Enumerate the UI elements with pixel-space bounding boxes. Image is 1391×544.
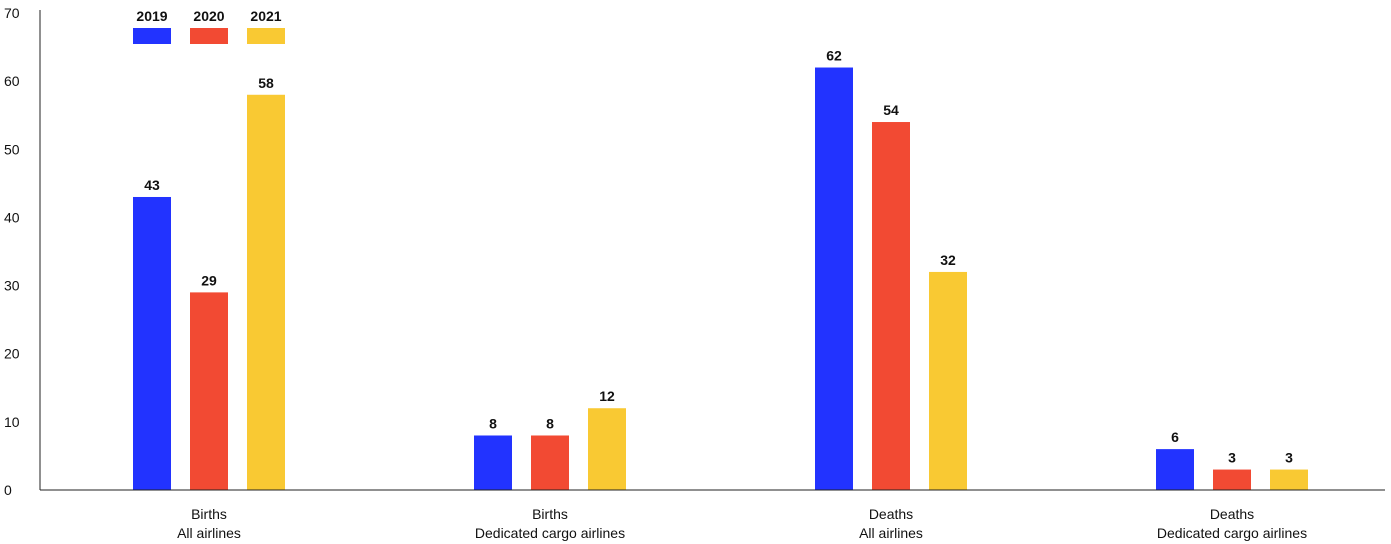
data-label: 12 [599, 388, 615, 404]
bar-2021 [929, 271, 967, 490]
y-tick-label: 0 [4, 482, 12, 498]
data-label: 29 [201, 272, 217, 288]
bar-2021 [247, 94, 285, 491]
x-category-label: Dedicated cargo airlines [1157, 525, 1307, 541]
x-category-label: Dedicated cargo airlines [475, 525, 625, 541]
legend-label: 2020 [193, 8, 224, 24]
legend-swatch [133, 28, 171, 44]
legend-item-2019: 2019 [133, 8, 171, 44]
data-label: 54 [883, 102, 899, 118]
x-category-label: Deaths [1210, 506, 1254, 522]
legend: 2019 2020 2021 [133, 8, 285, 44]
data-label: 3 [1285, 450, 1293, 466]
bar-2020 [190, 292, 228, 490]
bar-2019 [815, 67, 853, 490]
x-category-label: Births [191, 506, 227, 522]
bar-2019 [133, 196, 171, 490]
y-tick-label: 40 [4, 209, 20, 225]
legend-item-2021: 2021 [247, 8, 285, 44]
data-label: 8 [546, 415, 554, 431]
bar-2020 [531, 435, 569, 490]
x-category-label: Deaths [869, 506, 913, 522]
y-tick-label: 20 [4, 346, 20, 362]
bars [133, 67, 1308, 491]
bar-2021 [1270, 469, 1308, 490]
x-category-label: Births [532, 506, 568, 522]
bar-2020 [1213, 469, 1251, 490]
data-label: 6 [1171, 429, 1179, 445]
legend-swatch [190, 28, 228, 44]
legend-label: 2021 [250, 8, 281, 24]
y-tick-label: 10 [4, 414, 20, 430]
y-tick-label: 60 [4, 73, 20, 89]
legend-label: 2019 [136, 8, 167, 24]
legend-item-2020: 2020 [190, 8, 228, 44]
y-tick-label: 50 [4, 141, 20, 157]
data-label: 3 [1228, 450, 1236, 466]
data-labels: 43 29 58 8 8 12 62 54 32 6 3 3 [144, 48, 1293, 466]
x-category-label: All airlines [859, 525, 923, 541]
y-axis: 0 10 20 30 40 50 60 70 [4, 5, 41, 498]
data-label: 58 [258, 75, 274, 91]
bar-2020 [872, 122, 910, 491]
y-tick-label: 70 [4, 5, 20, 21]
data-label: 62 [826, 48, 842, 64]
legend-swatch [247, 28, 285, 44]
y-tick-label: 30 [4, 278, 20, 294]
data-label: 8 [489, 415, 497, 431]
x-axis: Births All airlines Births Dedicated cargo … [40, 489, 1385, 541]
x-category-label: All airlines [177, 525, 241, 541]
data-label: 43 [144, 177, 160, 193]
data-label: 32 [940, 252, 956, 268]
bar-2019 [474, 435, 512, 490]
bar-2021 [588, 408, 626, 490]
bar-2019 [1156, 449, 1194, 490]
